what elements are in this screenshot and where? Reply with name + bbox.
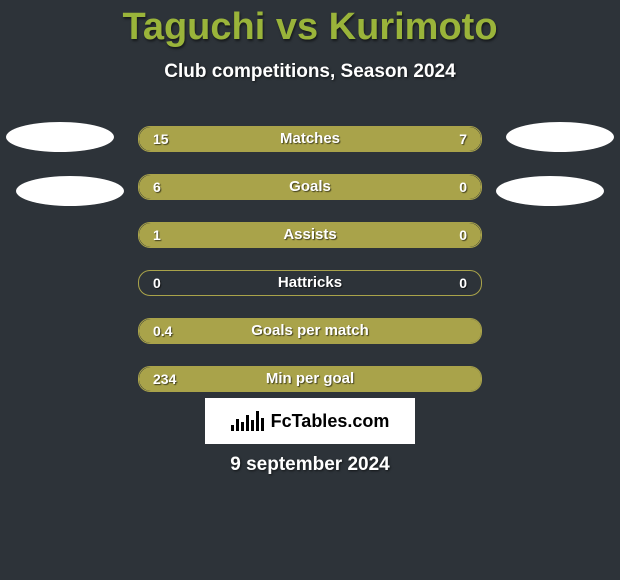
date-label: 9 september 2024 (0, 454, 620, 476)
stat-value-right: 0 (459, 223, 467, 247)
stat-row: 1 Assists 0 (138, 222, 482, 248)
player-oval-left-2 (16, 176, 124, 206)
player-oval-right-1 (506, 122, 614, 152)
stat-value-right: 0 (459, 175, 467, 199)
stat-label: Min per goal (139, 367, 481, 391)
stat-value-right: 0 (459, 271, 467, 295)
stat-row: 0.4 Goals per match (138, 318, 482, 344)
stat-row: 15 Matches 7 (138, 126, 482, 152)
stat-value-right: 7 (459, 127, 467, 151)
bars-icon (231, 411, 264, 431)
stat-label: Hattricks (139, 271, 481, 295)
page-title: Taguchi vs Kurimoto (0, 0, 620, 49)
stat-label: Matches (139, 127, 481, 151)
stat-label: Goals per match (139, 319, 481, 343)
player-oval-right-2 (496, 176, 604, 206)
player-oval-left-1 (6, 122, 114, 152)
page-subtitle: Club competitions, Season 2024 (0, 61, 620, 83)
comparison-infographic: Taguchi vs Kurimoto Club competitions, S… (0, 0, 620, 580)
fctables-logo: FcTables.com (231, 411, 390, 432)
badge-label: FcTables.com (271, 411, 390, 432)
comparison-chart: 15 Matches 7 6 Goals 0 1 Assists 0 0 Hat… (138, 126, 482, 414)
stat-row: 0 Hattricks 0 (138, 270, 482, 296)
stat-label: Goals (139, 175, 481, 199)
stat-row: 234 Min per goal (138, 366, 482, 392)
source-badge: FcTables.com (205, 398, 415, 444)
stat-row: 6 Goals 0 (138, 174, 482, 200)
stat-label: Assists (139, 223, 481, 247)
